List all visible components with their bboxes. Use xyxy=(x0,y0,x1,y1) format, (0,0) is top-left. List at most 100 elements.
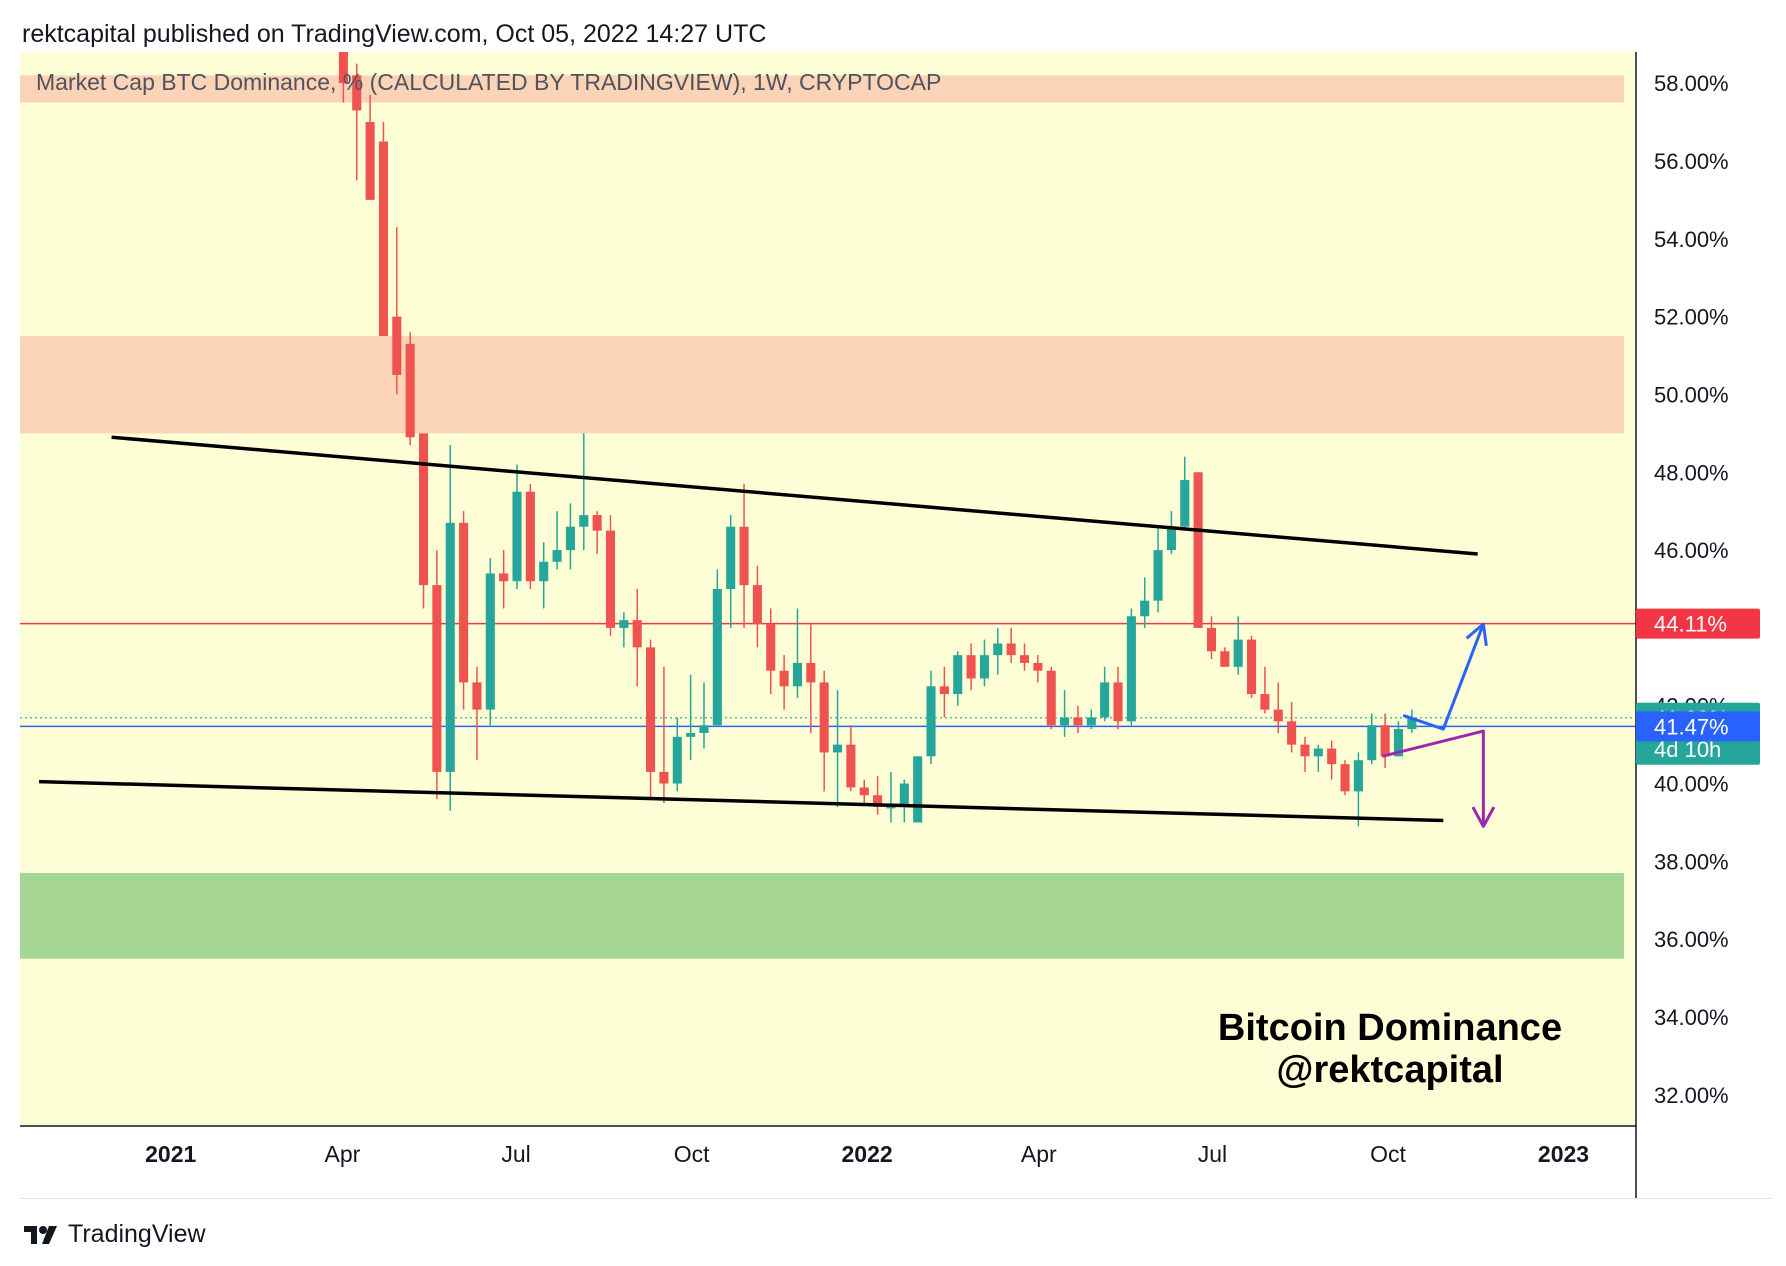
candle-body xyxy=(819,682,829,753)
candle-body xyxy=(1233,639,1243,667)
y-tick-label: 56.00% xyxy=(1654,149,1729,174)
candle-body xyxy=(899,783,909,807)
candle-body xyxy=(445,522,455,772)
chart-title: Market Cap BTC Dominance, % (CALCULATED … xyxy=(36,69,941,95)
candle xyxy=(1233,616,1243,675)
x-tick-label: Oct xyxy=(674,1141,710,1167)
candle xyxy=(886,771,896,823)
price-marker-box xyxy=(1636,608,1760,639)
candle xyxy=(1019,643,1030,671)
candle xyxy=(579,433,589,551)
candle-body xyxy=(1367,725,1377,761)
candle-body xyxy=(552,550,562,562)
candle xyxy=(993,627,1003,675)
candle xyxy=(1313,744,1323,772)
bearish-scenario-arrow xyxy=(1381,729,1496,828)
resistance-zone xyxy=(20,336,1624,434)
candle-body xyxy=(659,771,669,784)
candle xyxy=(752,565,762,648)
candle-body xyxy=(579,515,589,527)
y-tick-label: 40.00% xyxy=(1654,772,1729,797)
candle xyxy=(846,725,856,792)
scenario-arrowhead xyxy=(1465,622,1488,647)
candle xyxy=(966,643,976,691)
candle-body xyxy=(432,585,442,772)
candle-body xyxy=(1046,670,1056,726)
btc-dominance-chart[interactable]: Market Cap BTC Dominance, % (CALCULATED … xyxy=(20,52,1772,1198)
time-axis[interactable]: 2021 Apr Jul Oct 2022 Apr Jul Oct 2023 xyxy=(145,1141,1589,1167)
candle xyxy=(873,775,883,815)
candle-body xyxy=(632,620,642,648)
candle-body xyxy=(939,686,949,695)
candle-body xyxy=(499,573,509,582)
price-axis[interactable]: 32.00%34.00%36.00%38.00%40.00%42.00%44.0… xyxy=(1654,71,1729,1108)
candle xyxy=(1260,666,1270,714)
candle xyxy=(792,608,803,698)
candle-body xyxy=(792,662,803,687)
candle xyxy=(445,445,455,811)
candle xyxy=(1046,666,1056,730)
x-tick-label: Oct xyxy=(1370,1141,1406,1167)
candle-body xyxy=(1247,639,1257,695)
candle-body xyxy=(352,75,362,111)
candle-body xyxy=(979,655,989,679)
candle xyxy=(378,122,388,337)
candle xyxy=(472,666,482,761)
x-tick-label: Jul xyxy=(501,1141,530,1167)
candle xyxy=(459,511,469,710)
candle-body xyxy=(338,52,348,84)
candle-body xyxy=(392,316,402,375)
candle-body xyxy=(1006,643,1016,656)
candle-body xyxy=(539,561,549,582)
candle xyxy=(1353,752,1363,827)
y-tick-label: 48.00% xyxy=(1654,460,1729,485)
candle xyxy=(953,651,963,706)
footer-brand-label: TradingView xyxy=(68,1220,206,1248)
support-zone xyxy=(20,873,1624,959)
candle-body xyxy=(672,736,682,784)
candle xyxy=(899,779,909,823)
candle-body xyxy=(1206,627,1217,652)
candle-body xyxy=(726,526,736,589)
candle xyxy=(1100,666,1110,722)
x-tick-label: 2021 xyxy=(145,1141,196,1167)
candle xyxy=(806,624,816,733)
candle-body xyxy=(1300,744,1310,757)
candle xyxy=(338,52,348,103)
candle xyxy=(779,655,789,710)
footer-brand[interactable]: TradingView xyxy=(24,1220,206,1249)
candle xyxy=(1113,666,1123,730)
candle xyxy=(1247,635,1257,698)
candle-body xyxy=(1273,709,1283,722)
candle xyxy=(1060,690,1070,737)
y-tick-label: 32.00% xyxy=(1654,1083,1729,1108)
candle xyxy=(592,511,602,554)
candle xyxy=(939,666,949,718)
candle xyxy=(1140,577,1150,628)
y-tick-label: 58.00% xyxy=(1654,71,1729,96)
candle-body xyxy=(873,795,883,807)
price-marker-label: 41.47% xyxy=(1654,714,1729,739)
candle xyxy=(418,433,429,609)
candle-body xyxy=(1407,717,1417,730)
x-tick-label: 2022 xyxy=(842,1141,893,1167)
candle-body xyxy=(646,647,656,772)
candle xyxy=(686,674,696,761)
candle-body xyxy=(913,756,923,823)
x-tick-label: Apr xyxy=(325,1141,361,1167)
candle xyxy=(619,612,629,648)
candle xyxy=(672,717,682,792)
x-tick-label: Apr xyxy=(1021,1141,1057,1167)
upper-resistance-zone xyxy=(20,75,1624,103)
annotation-line-2: @rektcapital xyxy=(1276,1049,1503,1091)
candle xyxy=(499,550,509,609)
candle xyxy=(485,557,495,726)
candle xyxy=(1367,713,1377,765)
candle-body xyxy=(1126,616,1136,722)
candle-body xyxy=(846,744,856,788)
candle-body xyxy=(1313,748,1323,757)
candle-body xyxy=(966,655,976,679)
scenario-arrowhead xyxy=(1471,806,1496,828)
candle xyxy=(1126,608,1136,726)
candle xyxy=(1300,736,1310,772)
